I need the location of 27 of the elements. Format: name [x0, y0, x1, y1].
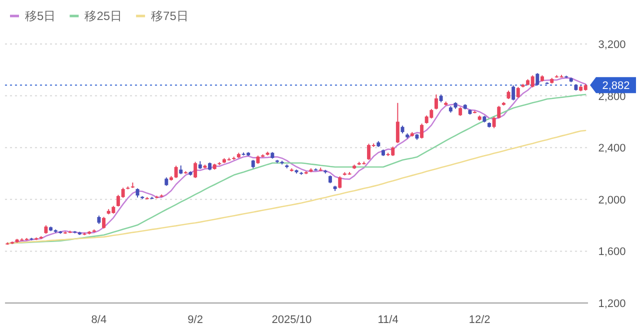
- legend-label: 移25日: [84, 9, 122, 23]
- legend-label: 移75日: [151, 9, 188, 23]
- candlestick: [396, 102, 400, 144]
- candlestick: [420, 123, 424, 140]
- xtick: 11/4: [378, 314, 398, 326]
- candlestick: [174, 165, 178, 179]
- ref-label: 2,882: [590, 77, 636, 94]
- xtick: 8/4: [91, 314, 107, 326]
- xtick: 2025/10: [272, 314, 312, 326]
- candlestick: [492, 116, 496, 129]
- candlestick: [516, 86, 520, 98]
- candlestick: [338, 176, 342, 189]
- legend-label: 移5日: [25, 9, 56, 23]
- candlestick: [512, 84, 516, 101]
- candlestick: [434, 94, 438, 110]
- ytick: 1,600: [598, 246, 626, 258]
- ytick: 3,200: [598, 39, 626, 51]
- ytick: 1,200: [598, 298, 626, 310]
- xtick: 12/2: [468, 314, 490, 326]
- ytick: 2,000: [598, 194, 626, 206]
- ytick: 2,400: [598, 142, 626, 155]
- candlestick: [102, 216, 106, 230]
- candlestick: [536, 72, 540, 86]
- candlestick: [194, 161, 198, 179]
- xtick: 9/2: [188, 314, 203, 326]
- ref-line-label: 2,882: [602, 80, 630, 92]
- candlestick: [497, 105, 501, 119]
